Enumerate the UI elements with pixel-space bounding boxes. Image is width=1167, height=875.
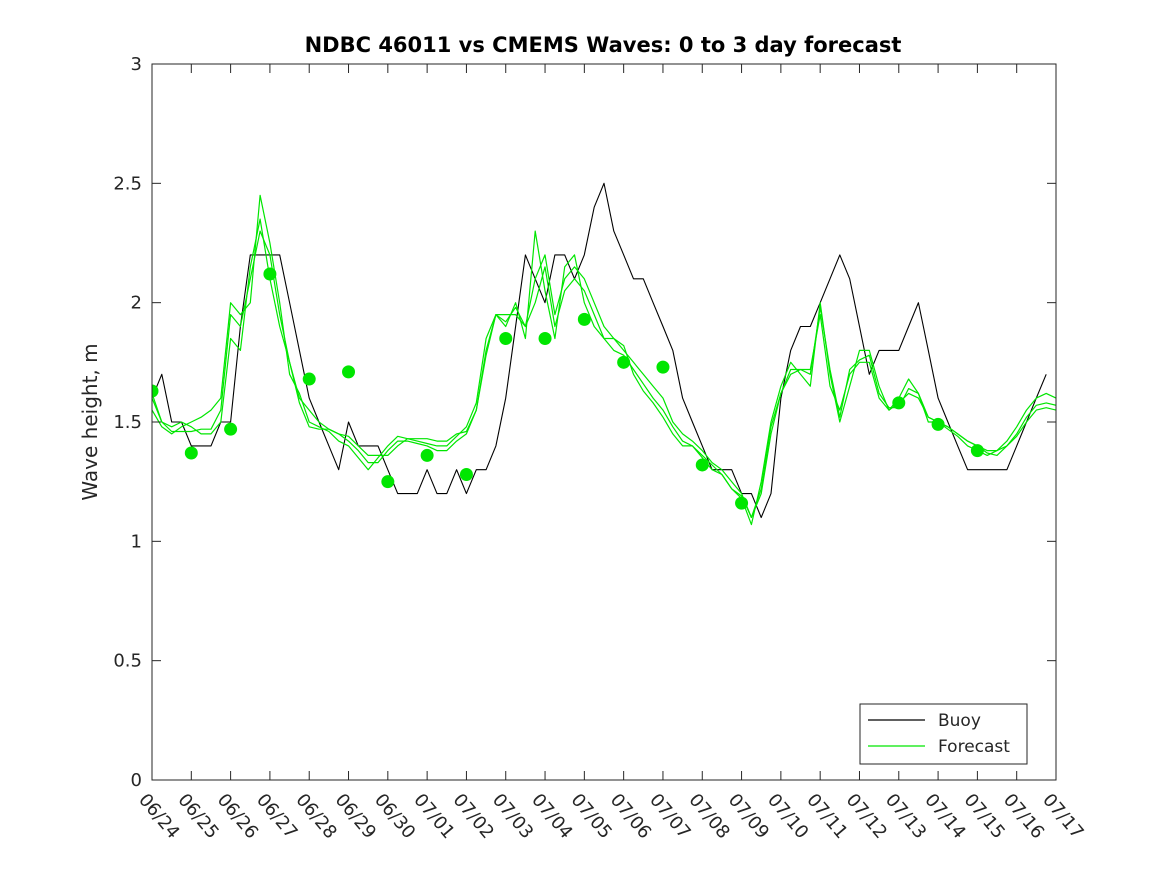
forecast-marker [263, 267, 277, 281]
series-layer [152, 182, 1056, 526]
forecast-marker [931, 417, 945, 431]
forecast-marker [302, 372, 316, 386]
forecast-marker [381, 475, 395, 489]
forecast-marker [970, 444, 984, 458]
y-tick-label: 2.5 [113, 173, 142, 194]
forecast-marker [892, 396, 906, 410]
y-tick-label: 0.5 [113, 651, 142, 672]
forecast-marker [224, 422, 238, 436]
forecast-marker [459, 468, 473, 482]
y-tick-label: 2 [131, 293, 142, 314]
forecast-marker [695, 458, 709, 472]
y-tick-label: 0 [131, 770, 142, 791]
y-axis-label: Wave height, m [78, 343, 102, 500]
marker-layer [152, 267, 984, 510]
forecast-marker [617, 355, 631, 369]
y-axis-ticks: 0 0.5 1 1.5 2 2.5 3 [113, 54, 1056, 791]
forecast-marker [152, 384, 159, 398]
legend-box [859, 703, 1028, 765]
forecast-marker [735, 496, 749, 510]
chart-title: NDBC 46011 vs CMEMS Waves: 0 to 3 day fo… [305, 33, 902, 57]
forecast-marker [184, 446, 198, 460]
buoy-series-line [152, 182, 1047, 519]
y-tick-label: 3 [131, 54, 142, 75]
legend-forecast-label: Forecast [938, 737, 1010, 757]
forecast-series-line-3 [152, 218, 1056, 519]
forecast-marker [538, 331, 552, 345]
forecast-marker [499, 331, 513, 345]
y-tick-label: 1 [131, 531, 142, 552]
forecast-marker [342, 365, 356, 379]
legend: Buoy Forecast [859, 703, 1028, 765]
forecast-marker [420, 448, 434, 462]
forecast-marker [656, 360, 670, 374]
legend-buoy-label: Buoy [938, 711, 981, 731]
forecast-marker [577, 312, 591, 326]
forecast-series-line-2 [152, 194, 1056, 526]
y-tick-label: 1.5 [113, 412, 142, 433]
